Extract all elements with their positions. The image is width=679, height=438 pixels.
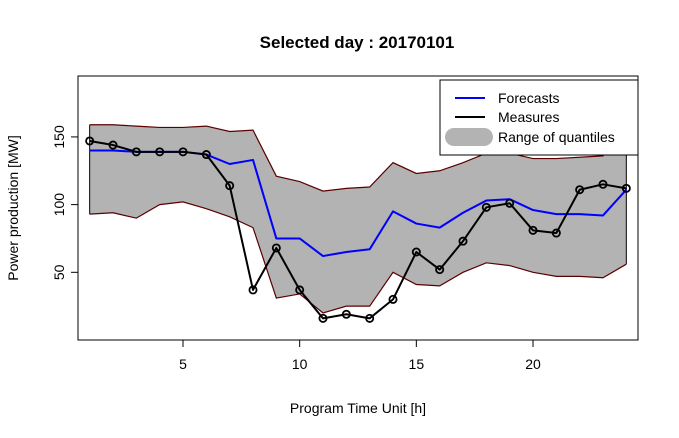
quantile-upper-edge [89, 124, 627, 192]
measures-point [248, 285, 258, 295]
measures-point [201, 150, 211, 160]
legend: Forecasts Measures Range of quantiles [439, 79, 639, 156]
measures-point [341, 309, 351, 319]
legend-measures-label: Measures [498, 109, 559, 125]
x-tick-label: 10 [292, 356, 308, 372]
measures-point [598, 179, 608, 189]
measures-point [108, 140, 118, 150]
measures-point [528, 225, 538, 235]
measures-point [505, 198, 515, 208]
measures-point [411, 247, 421, 257]
measures-point [131, 147, 141, 157]
quantile-band [89, 124, 627, 313]
measures-point [271, 243, 281, 253]
y-tick-label: 150 [51, 125, 67, 149]
legend-range-label: Range of quantiles [498, 129, 615, 145]
measures-point [481, 202, 491, 212]
measures-point [178, 147, 188, 157]
y-tick-label: 100 [51, 193, 67, 217]
measures-point [551, 228, 561, 238]
x-tick-label: 15 [409, 356, 425, 372]
chart-title: Selected day : 20170101 [260, 33, 455, 52]
measures-point [85, 136, 95, 146]
x-axis-label: Program Time Unit [h] [290, 400, 426, 416]
measures-point [365, 313, 375, 323]
legend-forecasts-label: Forecasts [498, 90, 559, 106]
measures-point [225, 181, 235, 191]
legend-range-swatch [445, 128, 493, 146]
y-axis: 50 100 150 [51, 125, 79, 280]
quantile-lower-edge [89, 201, 627, 314]
measures-point [295, 285, 305, 295]
y-tick-label: 50 [51, 264, 67, 280]
y-axis-label: Power production [MW] [5, 135, 21, 281]
measures-point [621, 183, 631, 193]
measures-point [155, 147, 165, 157]
measures-point [318, 313, 328, 323]
quantile-band-layer [89, 124, 627, 314]
measures-point [388, 294, 398, 304]
x-tick-label: 20 [525, 356, 541, 372]
measure-points-layer [85, 136, 631, 323]
measures-point [458, 236, 468, 246]
measures-point [575, 185, 585, 195]
x-axis: 5 10 15 20 [179, 339, 541, 372]
measures-point [435, 265, 445, 275]
x-tick-label: 5 [179, 356, 187, 372]
